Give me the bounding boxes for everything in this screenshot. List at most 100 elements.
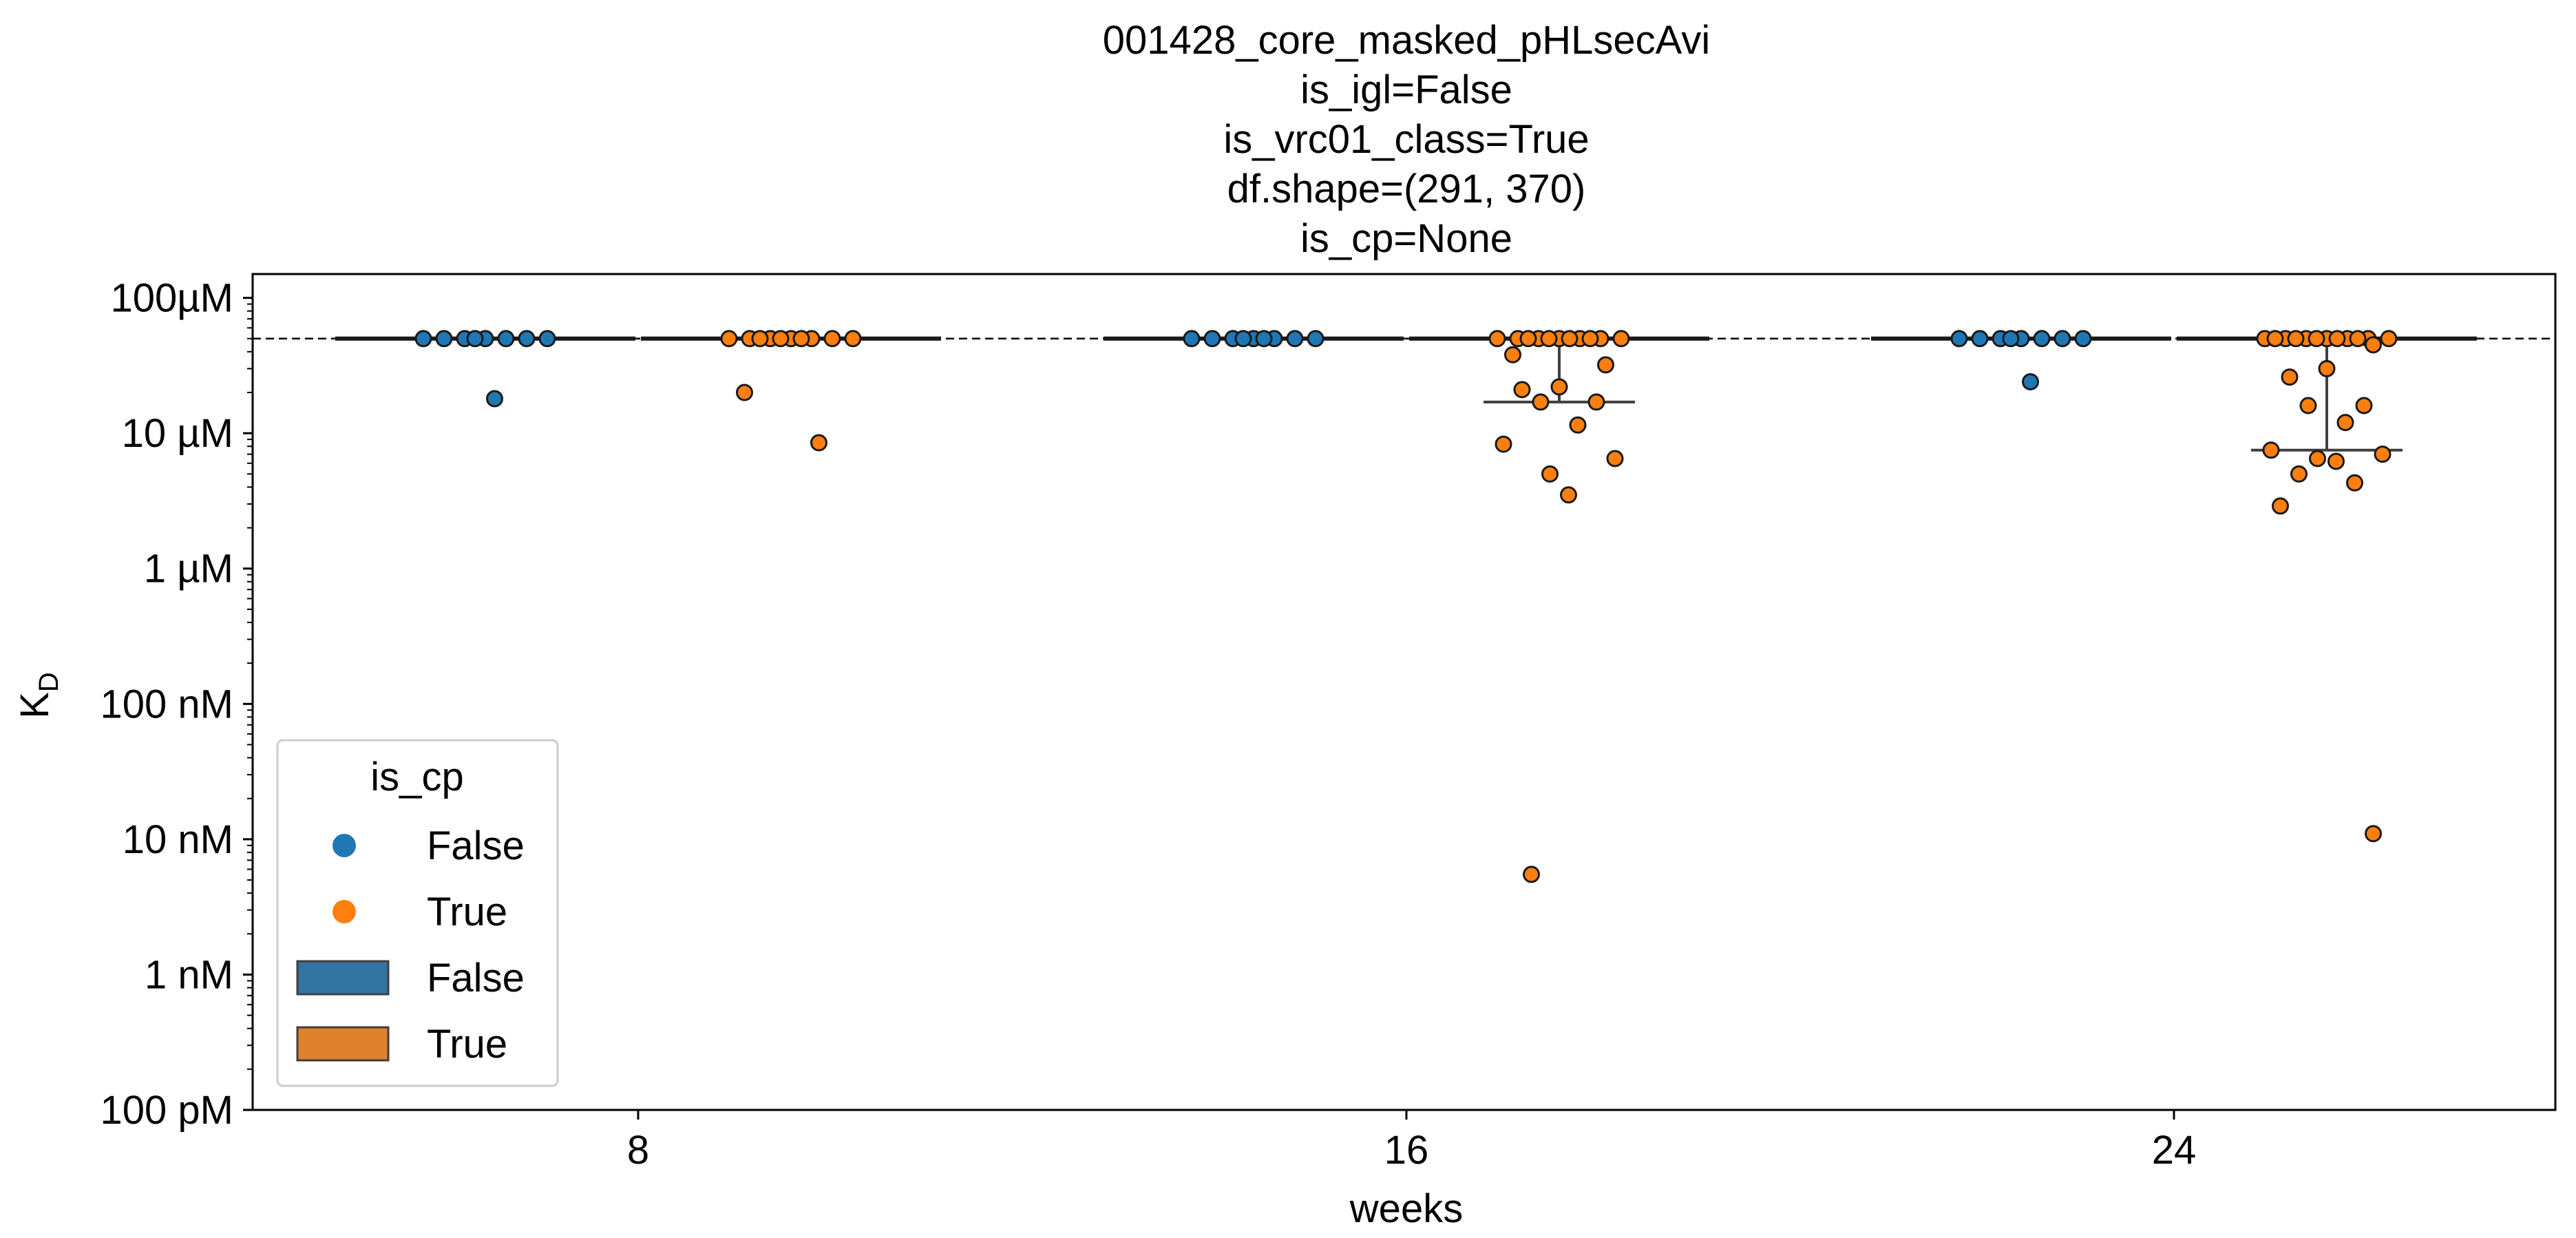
data-point-false-week-24 — [1950, 330, 1968, 348]
legend-patch-false — [296, 960, 390, 996]
data-point-false-week-24 — [2002, 330, 2020, 348]
data-point-true-week-24 — [2281, 368, 2299, 386]
data-point-true-week-16 — [1612, 330, 1630, 348]
data-point-true-week-24 — [2262, 441, 2280, 459]
data-point-true-week-24 — [2272, 497, 2289, 515]
data-point-true-week-8 — [792, 330, 810, 348]
legend-patch-true — [296, 1026, 390, 1062]
data-point-false-week-16 — [1183, 330, 1201, 348]
y-tick-label: 1 nM — [145, 952, 233, 997]
data-point-true-week-24 — [2328, 330, 2346, 348]
legend-box-label-false: False — [427, 956, 525, 1000]
legend: is_cp False True False True — [276, 739, 559, 1087]
legend-title: is_cp — [370, 755, 463, 799]
data-point-true-week-16 — [1606, 450, 1624, 468]
y-axis-label-main: K — [12, 692, 57, 719]
title-line-5: is_cp=None — [1300, 216, 1512, 261]
data-point-true-week-16 — [1532, 393, 1550, 411]
x-axis: 8 16 24 — [627, 1110, 2196, 1173]
legend-label-false: False — [427, 823, 525, 868]
y-tick-label: 1 µM — [144, 547, 233, 591]
data-point-true-week-16 — [1541, 465, 1559, 483]
y-tick-label: 10 µM — [122, 411, 233, 456]
legend-frame — [276, 739, 559, 1087]
data-point-false-week-8 — [414, 330, 432, 348]
data-point-true-week-24 — [2374, 445, 2392, 463]
data-point-true-week-16 — [1519, 330, 1537, 348]
data-point-false-week-16 — [1203, 330, 1221, 348]
data-point-true-week-8 — [720, 330, 738, 348]
data-point-false-week-8 — [486, 390, 503, 408]
data-point-true-week-24 — [2327, 452, 2345, 470]
x-axis-label: weeks — [1349, 1186, 1463, 1231]
data-point-true-week-24 — [2266, 330, 2284, 348]
data-point-true-week-16 — [1597, 356, 1614, 374]
data-point-false-week-8 — [538, 330, 556, 348]
y-axis-label-subscript: D — [34, 672, 64, 692]
y-tick-label: 100 nM — [101, 682, 233, 726]
data-point-false-week-16 — [1255, 330, 1273, 348]
chart-title: 001428_core_masked_pHLsecAvi is_igl=Fals… — [1103, 18, 1710, 261]
data-point-true-week-16 — [1523, 865, 1540, 883]
data-point-true-week-16 — [1550, 378, 1568, 396]
data-point-true-week-24 — [2290, 465, 2308, 483]
data-point-true-week-16 — [1581, 330, 1599, 348]
x-tick-label: 16 — [1384, 1128, 1429, 1173]
legend-label-true: True — [427, 890, 507, 934]
data-point-true-week-8 — [751, 330, 769, 348]
data-point-false-week-8 — [466, 330, 484, 348]
data-point-true-week-16 — [1513, 381, 1531, 399]
data-point-true-week-16 — [1540, 330, 1558, 348]
data-point-false-week-8 — [497, 330, 515, 348]
title-line-1: 001428_core_masked_pHLsecAvi — [1103, 18, 1710, 63]
y-tick-label: 10 nM — [123, 817, 233, 862]
data-point-true-week-16 — [1561, 330, 1579, 348]
data-point-true-week-16 — [1495, 435, 1512, 453]
data-point-true-week-24 — [2336, 414, 2354, 432]
x-tick-label: 8 — [627, 1128, 649, 1173]
data-point-true-week-8 — [823, 330, 841, 348]
data-point-true-week-16 — [1488, 330, 1506, 348]
plot-frame — [251, 273, 2557, 1111]
data-point-false-week-8 — [435, 330, 453, 348]
data-point-true-week-24 — [2309, 450, 2326, 468]
y-axis: 100µM 10 µM 1 µM 100 nM 10 nM 1 nM 100 pM — [101, 276, 253, 1133]
data-point-false-week-16 — [1307, 330, 1324, 348]
title-line-4: df.shape=(291, 370) — [1227, 167, 1586, 211]
y-tick-label: 100µM — [110, 276, 233, 321]
x-tick-label: 24 — [2152, 1128, 2197, 1173]
data-point-true-week-24 — [2346, 474, 2363, 492]
data-point-false-week-24 — [2074, 330, 2092, 348]
data-point-true-week-24 — [2349, 330, 2367, 348]
data-point-true-week-16 — [1587, 393, 1605, 411]
title-line-2: is_igl=False — [1300, 67, 1512, 112]
data-point-true-week-8 — [736, 384, 753, 401]
data-point-true-week-24 — [2380, 330, 2398, 348]
legend-marker-true — [332, 900, 356, 923]
data-point-true-week-16 — [1569, 416, 1587, 434]
title-line-3: is_vrc01_class=True — [1223, 117, 1589, 162]
data-point-true-week-8 — [844, 330, 862, 348]
data-point-true-week-24 — [2299, 397, 2317, 415]
data-point-false-week-24 — [1971, 330, 1989, 348]
data-point-false-week-24 — [2033, 330, 2051, 348]
data-point-true-week-16 — [1504, 346, 1521, 364]
data-point-false-week-8 — [518, 330, 536, 348]
legend-marker-false — [332, 834, 356, 857]
data-point-true-week-24 — [2365, 825, 2382, 843]
data-point-true-week-8 — [810, 434, 827, 452]
data-point-true-week-24 — [2355, 397, 2373, 415]
data-point-true-week-16 — [1560, 486, 1577, 504]
y-tick-label: 100 pM — [101, 1088, 233, 1133]
plot-area — [251, 273, 2557, 1111]
data-point-false-week-16 — [1234, 330, 1252, 348]
data-point-true-week-24 — [2287, 330, 2305, 348]
data-point-false-week-16 — [1286, 330, 1304, 348]
data-point-true-week-24 — [2308, 330, 2325, 348]
data-point-false-week-24 — [2054, 330, 2071, 348]
data-point-true-week-8 — [772, 330, 790, 348]
y-axis-label: KD — [12, 672, 64, 719]
data-point-true-week-24 — [2365, 336, 2382, 354]
legend-box-label-true: True — [427, 1022, 507, 1067]
